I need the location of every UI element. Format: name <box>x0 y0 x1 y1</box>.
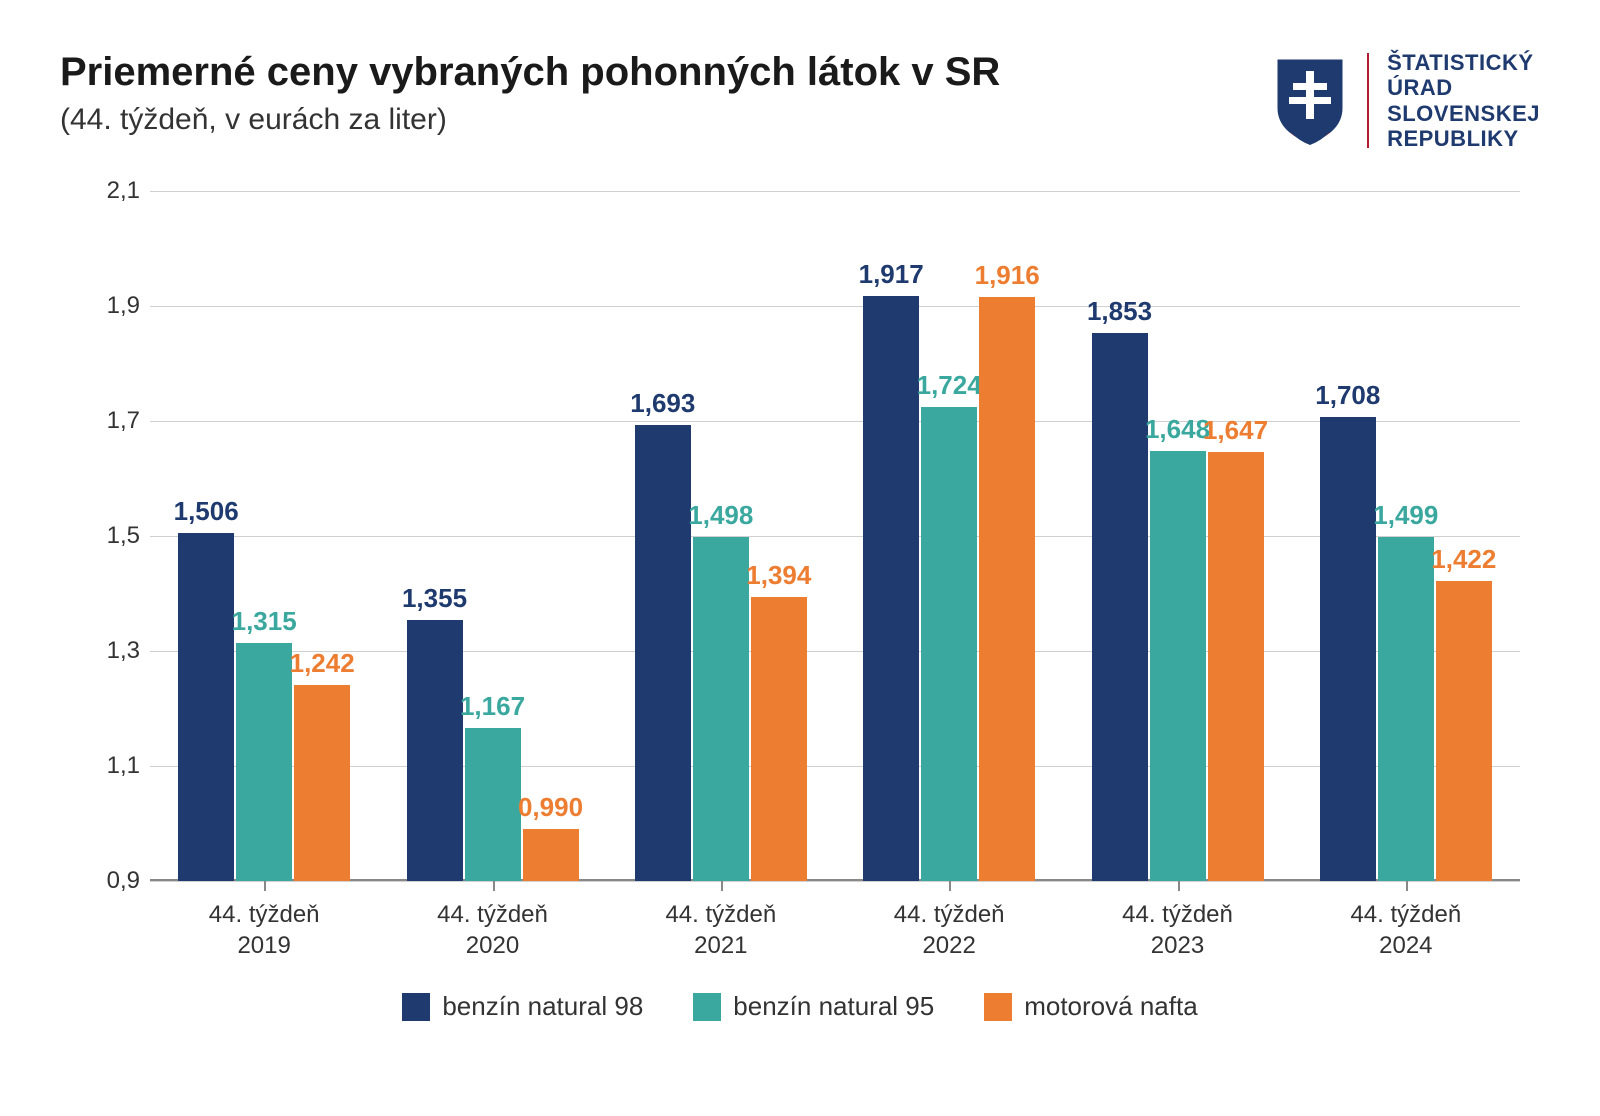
chart-title: Priemerné ceny vybraných pohonných látok… <box>60 50 1271 95</box>
bar: 1,355 <box>407 620 463 882</box>
bar-value-label: 1,647 <box>1203 415 1268 446</box>
logo-text-line: ÚRAD <box>1387 75 1540 100</box>
bar-group: 1,9171,7241,916 <box>863 296 1035 881</box>
x-tick-label: 44. týždeň2020 <box>437 899 548 961</box>
legend-item: benzín natural 98 <box>402 991 643 1022</box>
logo-text: ŠTATISTICKÝ ÚRAD SLOVENSKEJ REPUBLIKY <box>1387 50 1540 151</box>
y-tick-label: 1,7 <box>90 407 140 435</box>
legend-swatch <box>693 993 721 1021</box>
chart-subtitle: (44. týždeň, v eurách za liter) <box>60 103 1271 137</box>
chart-area: 0,91,11,31,51,71,92,11,5061,3151,2421,35… <box>90 191 1540 971</box>
bar-value-label: 1,242 <box>290 648 355 679</box>
gridline <box>150 766 1520 767</box>
y-tick-label: 1,5 <box>90 522 140 550</box>
gridline <box>150 651 1520 652</box>
bar-value-label: 1,506 <box>174 496 239 527</box>
x-tick-mark <box>1178 881 1180 891</box>
legend-label: benzín natural 95 <box>733 991 934 1022</box>
bar: 1,916 <box>979 297 1035 881</box>
logo-divider <box>1367 53 1369 148</box>
bar-value-label: 1,498 <box>688 500 753 531</box>
bar-value-label: 1,315 <box>232 606 297 637</box>
bar-value-label: 0,990 <box>518 792 583 823</box>
gridline <box>150 881 1520 882</box>
x-tick-label: 44. týždeň2022 <box>894 899 1005 961</box>
y-tick-label: 0,9 <box>90 867 140 895</box>
x-tick-label: 44. týždeň2024 <box>1350 899 1461 961</box>
bar-group: 1,3551,1670,990 <box>407 620 579 882</box>
legend-item: benzín natural 95 <box>693 991 934 1022</box>
bar-value-label: 1,853 <box>1087 296 1152 327</box>
legend-swatch <box>984 993 1012 1021</box>
y-tick-label: 2,1 <box>90 177 140 205</box>
bar-value-label: 1,422 <box>1431 544 1496 575</box>
bar: 1,708 <box>1320 417 1376 882</box>
legend-swatch <box>402 993 430 1021</box>
bar: 1,693 <box>635 425 691 881</box>
y-tick-label: 1,3 <box>90 637 140 665</box>
legend-label: benzín natural 98 <box>442 991 643 1022</box>
x-tick-mark <box>721 881 723 891</box>
bar: 0,990 <box>523 829 579 881</box>
title-block: Priemerné ceny vybraných pohonných látok… <box>60 50 1271 137</box>
plot-region: 0,91,11,31,51,71,92,11,5061,3151,2421,35… <box>150 191 1520 881</box>
legend: benzín natural 98 benzín natural 95 motoro… <box>60 991 1540 1022</box>
gridline <box>150 536 1520 537</box>
bar: 1,853 <box>1092 333 1148 881</box>
bar: 1,506 <box>178 533 234 881</box>
bar: 1,167 <box>465 728 521 882</box>
bar-value-label: 1,648 <box>1145 414 1210 445</box>
logo: ŠTATISTICKÝ ÚRAD SLOVENSKEJ REPUBLIKY <box>1271 50 1540 151</box>
bar: 1,422 <box>1436 581 1492 881</box>
bar-group: 1,5061,3151,242 <box>178 533 350 881</box>
shield-icon <box>1271 53 1349 148</box>
logo-text-line: ŠTATISTICKÝ <box>1387 50 1540 75</box>
gridline <box>150 421 1520 422</box>
bar-value-label: 1,724 <box>917 370 982 401</box>
bar: 1,724 <box>921 407 977 881</box>
bar: 1,394 <box>751 597 807 881</box>
bar-value-label: 1,167 <box>460 691 525 722</box>
header: Priemerné ceny vybraných pohonných látok… <box>60 50 1540 151</box>
logo-text-line: SLOVENSKEJ <box>1387 101 1540 126</box>
bar-value-label: 1,394 <box>746 560 811 591</box>
bar-value-label: 1,917 <box>859 259 924 290</box>
bar-value-label: 1,708 <box>1315 380 1380 411</box>
legend-label: motorová nafta <box>1024 991 1197 1022</box>
bar-group: 1,7081,4991,422 <box>1320 417 1492 882</box>
x-tick-mark <box>264 881 266 891</box>
logo-text-line: REPUBLIKY <box>1387 126 1540 151</box>
y-tick-label: 1,1 <box>90 752 140 780</box>
y-tick-label: 1,9 <box>90 292 140 320</box>
gridline <box>150 306 1520 307</box>
gridline <box>150 191 1520 192</box>
x-tick-label: 44. týždeň2021 <box>665 899 776 961</box>
bar-value-label: 1,916 <box>975 260 1040 291</box>
bar-value-label: 1,499 <box>1373 500 1438 531</box>
bar-group: 1,8531,6481,647 <box>1092 333 1264 881</box>
bar: 1,498 <box>693 537 749 881</box>
x-tick-mark <box>1406 881 1408 891</box>
bar: 1,499 <box>1378 537 1434 881</box>
bar: 1,917 <box>863 296 919 881</box>
x-tick-label: 44. týždeň2019 <box>209 899 320 961</box>
bar: 1,242 <box>294 685 350 882</box>
x-tick-mark <box>493 881 495 891</box>
bar-group: 1,6931,4981,394 <box>635 425 807 881</box>
x-tick-mark <box>949 881 951 891</box>
bar: 1,647 <box>1208 452 1264 882</box>
bar: 1,315 <box>236 643 292 882</box>
bar: 1,648 <box>1150 451 1206 881</box>
bar-value-label: 1,355 <box>402 583 467 614</box>
legend-item: motorová nafta <box>984 991 1197 1022</box>
x-tick-label: 44. týždeň2023 <box>1122 899 1233 961</box>
bar-value-label: 1,693 <box>630 388 695 419</box>
